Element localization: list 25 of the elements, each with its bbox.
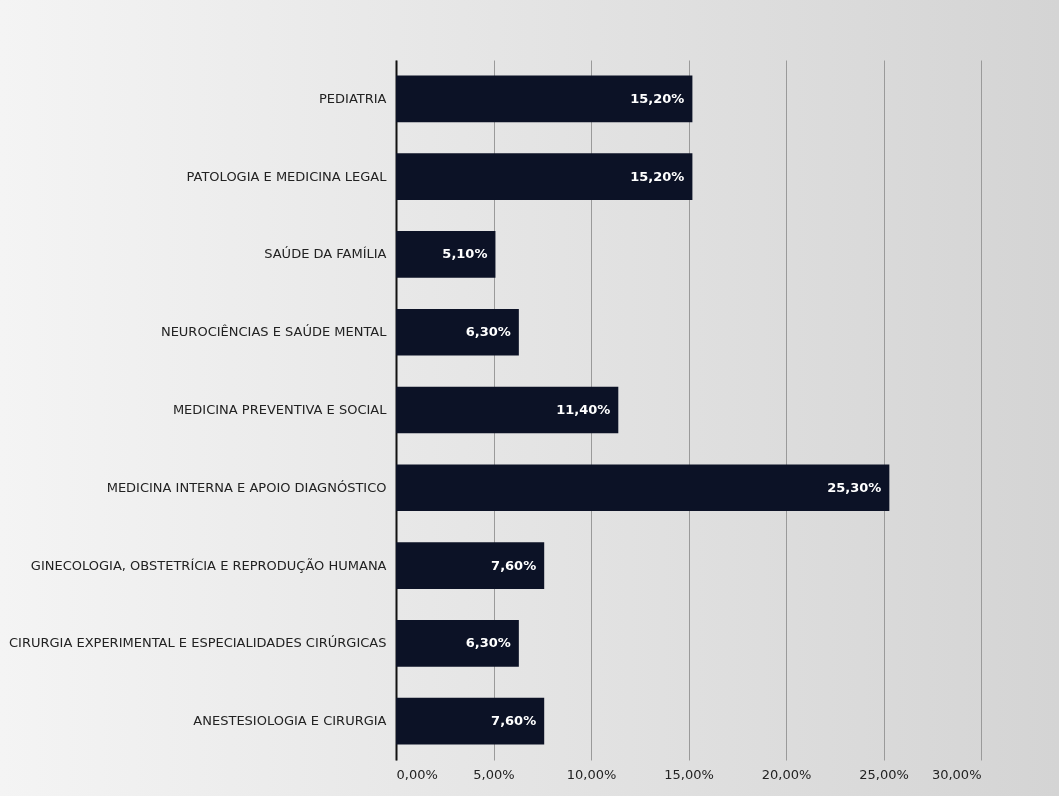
y-tick-label: NEUROCIÊNCIAS E SAÚDE MENTAL	[160, 324, 388, 340]
data-label: 11,40%	[556, 402, 611, 417]
data-label: 25,30%	[827, 479, 882, 495]
y-tick-label: PEDIATRIA	[319, 90, 387, 106]
y-tick-label: PATOLOGIA E MEDICINA LEGAL	[186, 168, 388, 184]
data-label: 6,30%	[465, 324, 511, 340]
x-tick-label: 25,00%	[859, 766, 909, 782]
y-tick-label: CIRURGIA EXPERIMENTAL E ESPECIALIDADES CIRÚRGICAS	[9, 635, 387, 651]
x-tick-label: 10,00%	[566, 766, 617, 782]
data-label: 15,20%	[630, 168, 685, 184]
x-tick-label: 0,00%	[396, 766, 438, 782]
data-label: 5,10%	[442, 246, 488, 262]
y-tick-label: MEDICINA INTERNA E APOIO DIAGNÓSTICO	[106, 479, 387, 495]
y-tick-label: MEDICINA PREVENTIVA E SOCIAL	[172, 402, 388, 417]
y-tick-label: ANESTESIOLOGIA E CIRURGIA	[193, 713, 387, 729]
x-tick-label: 15,00%	[664, 766, 714, 782]
data-label: 15,20%	[630, 90, 685, 106]
y-tick-label: GINECOLOGIA, OBSTETRÍCIA E REPRODUÇÃO HUMANA	[30, 557, 387, 573]
x-tick-label: 30,00%	[931, 766, 982, 782]
data-label: 6,30%	[465, 635, 511, 651]
data-label: 7,60%	[491, 557, 537, 573]
x-tick-label: 5,00%	[473, 766, 515, 782]
y-tick-label: SAÚDE DA FAMÍLIA	[264, 246, 387, 262]
x-tick-label: 20,00%	[761, 766, 812, 782]
data-label: 7,60%	[491, 713, 537, 729]
